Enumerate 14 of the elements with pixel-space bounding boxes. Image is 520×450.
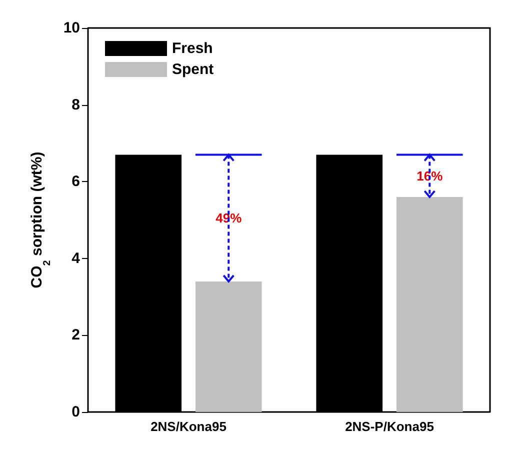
x-tick-label: 2NS-P/Kona95	[345, 419, 434, 434]
y-tick-label: 2	[72, 326, 80, 344]
y-tick-label: 8	[72, 96, 80, 114]
y-tick-label: 10	[63, 20, 80, 36]
bar	[396, 196, 463, 412]
y-axis-title: CO2 sorption (wt%)	[28, 152, 53, 288]
y-tick-label: 6	[72, 173, 80, 190]
y-tick-label: 0	[72, 404, 80, 420]
x-tick-label: 2NS/Kona95	[150, 419, 226, 434]
legend-label: Fresh	[172, 40, 213, 57]
bar	[195, 281, 262, 412]
annotation: 49%	[216, 210, 242, 226]
legend-label: Spent	[172, 61, 214, 78]
y-tick-label: 4	[72, 250, 81, 267]
